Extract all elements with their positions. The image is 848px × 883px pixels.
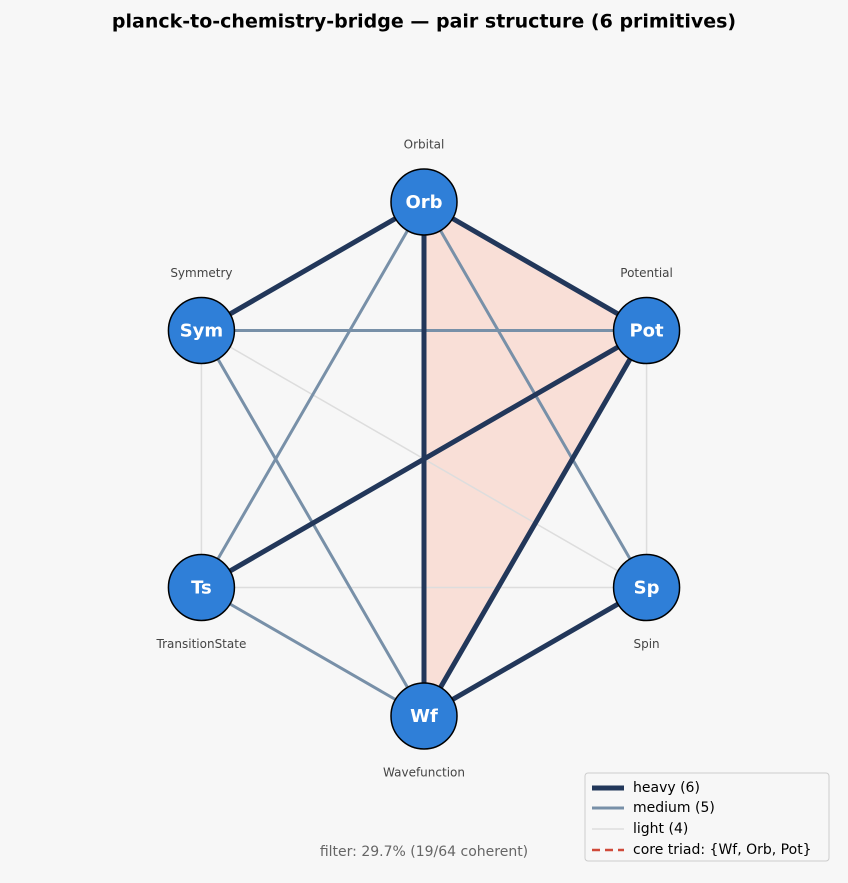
- legend-label: core triad: {Wf, Orb, Pot}: [633, 842, 812, 858]
- edge-heavy: [198, 328, 650, 590]
- node-abbr: Sp: [634, 578, 660, 599]
- node-abbr: Sym: [180, 321, 223, 342]
- edge-heavy: [421, 328, 650, 719]
- node: [167, 296, 236, 365]
- title: planck-to-chemistry-bridge — pair struct…: [112, 11, 736, 33]
- legend-label: light (4): [633, 821, 688, 837]
- node-label: Wavefunction: [383, 766, 465, 780]
- node-abbr: Orb: [405, 192, 442, 213]
- node-abbr: Ts: [191, 578, 212, 599]
- legend-label: heavy (6): [633, 780, 700, 796]
- node: [612, 553, 681, 622]
- node-label: Symmetry: [170, 266, 232, 280]
- node: [167, 553, 236, 622]
- node-abbr: Pot: [629, 321, 664, 342]
- edge-medium: [199, 200, 426, 589]
- node: [390, 168, 458, 236]
- node-label: Orbital: [404, 138, 445, 152]
- node-label: TransitionState: [156, 637, 247, 651]
- node-label: Spin: [633, 637, 659, 651]
- legend-label: medium (5): [633, 800, 715, 816]
- edge-layer: [198, 199, 650, 719]
- edge-heavy: [198, 199, 427, 333]
- node-abbr: Wf: [410, 706, 438, 727]
- legend-box: [584, 772, 830, 862]
- footer: filter: 29.7% (19/64 coherent): [320, 844, 528, 860]
- node: [612, 296, 681, 365]
- node: [390, 682, 458, 750]
- node-label: Potential: [620, 266, 673, 280]
- node-layer: Orb Orbital Pot Potential Sp Spin Wf Wavefuncti…: [156, 138, 681, 780]
- edge-heavy: [421, 199, 650, 333]
- edge-medium: [199, 586, 426, 718]
- edge-heavy: [421, 585, 650, 719]
